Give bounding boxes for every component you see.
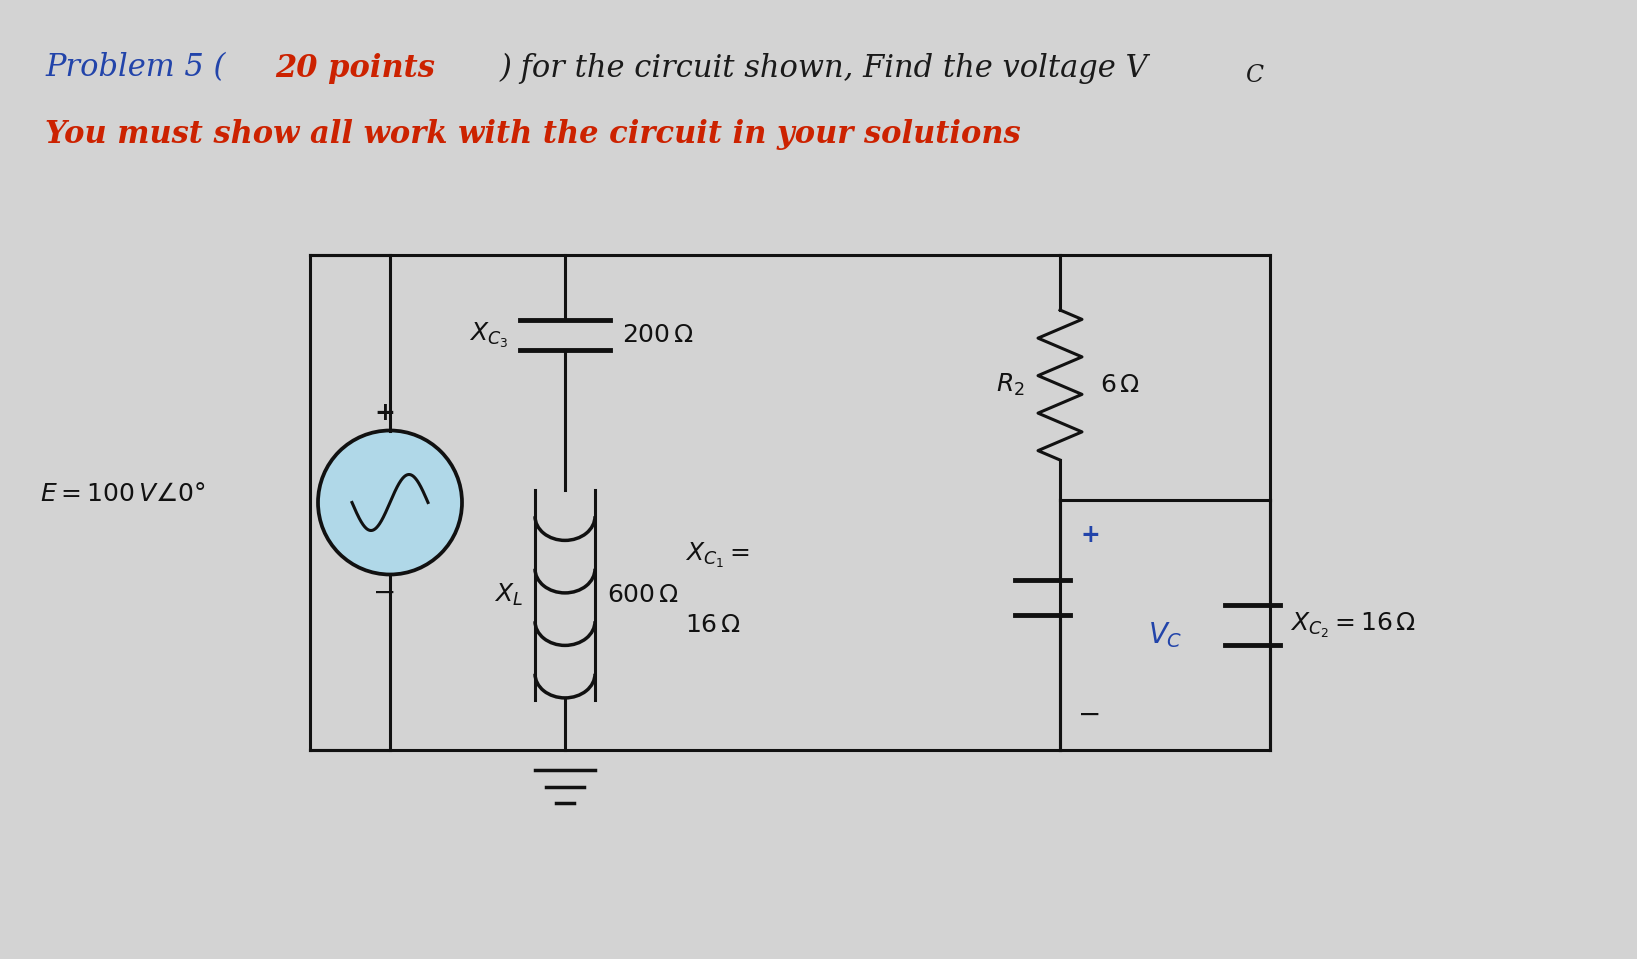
Text: −: − xyxy=(373,578,396,606)
Text: $V_C$: $V_C$ xyxy=(1148,620,1182,650)
Text: $200\,\Omega$: $200\,\Omega$ xyxy=(622,323,694,347)
Text: 20 points: 20 points xyxy=(275,53,435,83)
Text: $X_{C_3}$: $X_{C_3}$ xyxy=(468,320,507,350)
Text: $X_{C_2} = 16\,\Omega$: $X_{C_2} = 16\,\Omega$ xyxy=(1290,611,1416,640)
Text: Problem 5 (: Problem 5 ( xyxy=(44,53,226,83)
Text: You must show all work with the circuit in your solutions: You must show all work with the circuit … xyxy=(44,120,1020,151)
Text: $6\,\Omega$: $6\,\Omega$ xyxy=(1100,373,1141,397)
Text: $600\,\Omega$: $600\,\Omega$ xyxy=(607,583,679,607)
Text: $E = 100\,V\angle0°$: $E = 100\,V\angle0°$ xyxy=(39,483,206,506)
Text: −: − xyxy=(1079,701,1102,729)
Text: +: + xyxy=(1080,523,1100,547)
Text: $R_2$: $R_2$ xyxy=(997,372,1025,398)
Text: C: C xyxy=(1246,64,1264,87)
Text: +: + xyxy=(375,401,396,425)
Text: ) for the circuit shown, Find the voltage V: ) for the circuit shown, Find the voltag… xyxy=(499,53,1149,83)
Text: $X_L$: $X_L$ xyxy=(494,582,522,608)
Text: $16\,\Omega$: $16\,\Omega$ xyxy=(684,613,742,637)
Circle shape xyxy=(318,431,462,574)
Text: $X_{C_1} =$: $X_{C_1} =$ xyxy=(684,541,750,570)
